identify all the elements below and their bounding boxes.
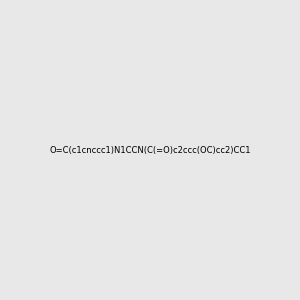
Text: O=C(c1cnccc1)N1CCN(C(=O)c2ccc(OC)cc2)CC1: O=C(c1cnccc1)N1CCN(C(=O)c2ccc(OC)cc2)CC1 <box>49 146 251 154</box>
